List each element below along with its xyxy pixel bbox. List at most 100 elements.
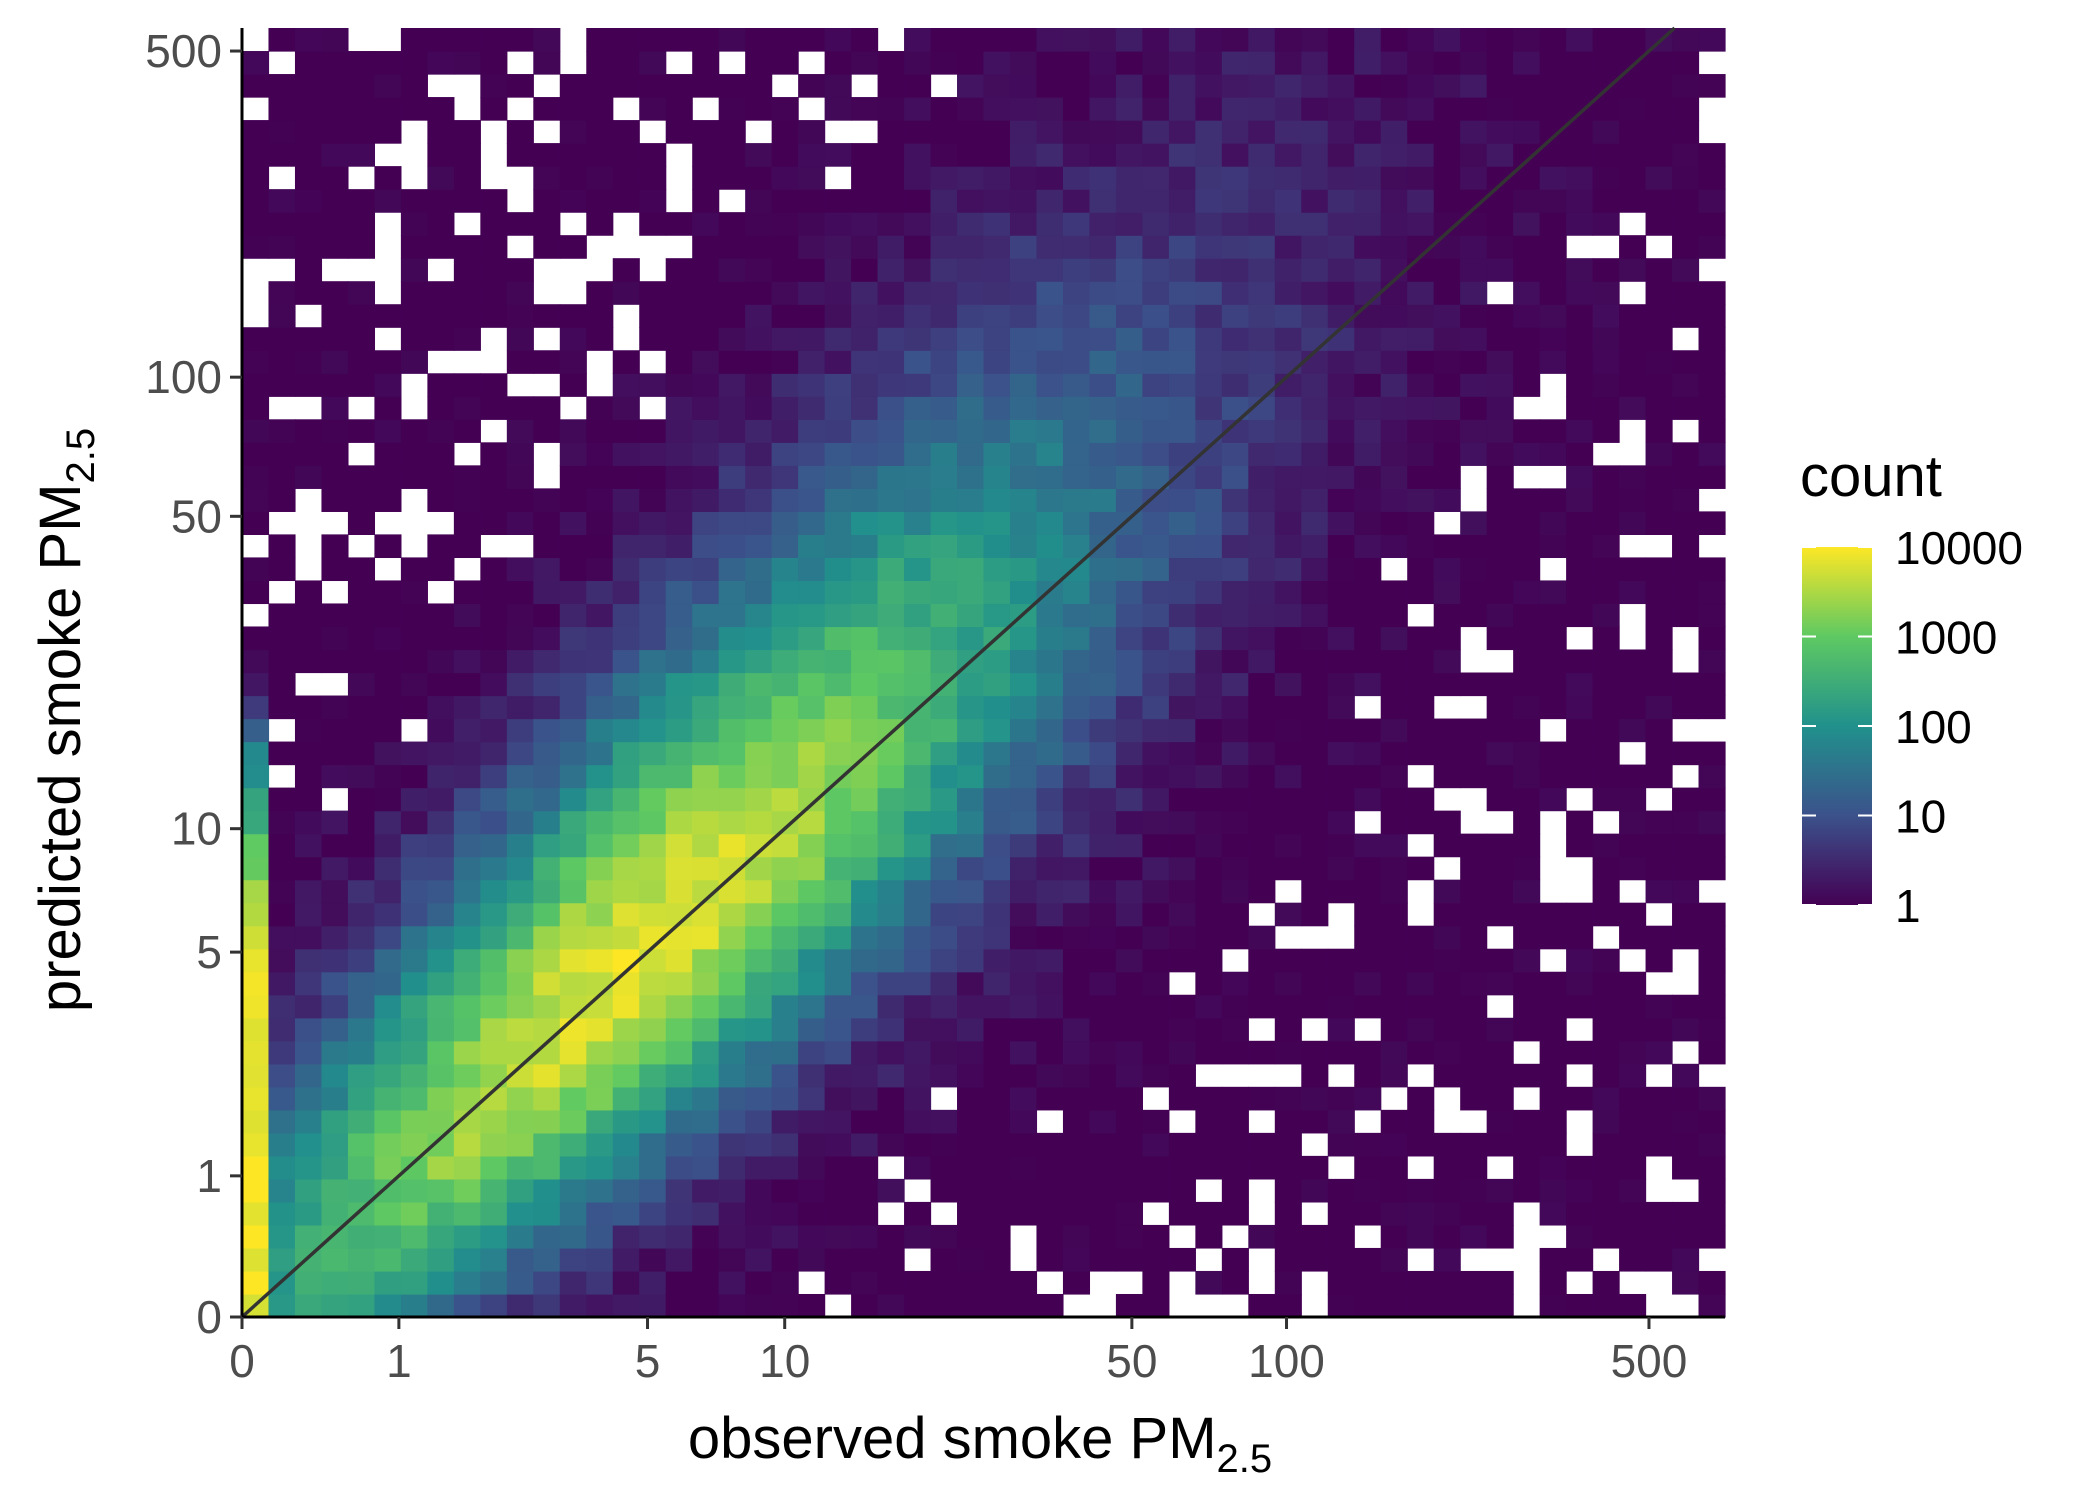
heatmap-cell — [586, 1017, 614, 1042]
heatmap-cell — [798, 1224, 826, 1249]
heatmap-cell — [400, 948, 428, 973]
heatmap-cell — [1168, 626, 1196, 651]
heatmap-cell — [1301, 212, 1329, 236]
heatmap-cell — [480, 28, 508, 52]
heatmap-cell — [1566, 51, 1594, 75]
heatmap-cell — [1566, 902, 1594, 927]
heatmap-cell — [1089, 1017, 1117, 1042]
heatmap-cell — [321, 1109, 349, 1134]
heatmap-cell — [1089, 258, 1117, 282]
heatmap-cell — [904, 28, 932, 52]
heatmap-cell — [1619, 235, 1647, 259]
heatmap-cell — [1327, 718, 1355, 743]
heatmap-cell — [639, 580, 667, 605]
heatmap-cell — [665, 511, 693, 535]
heatmap-cell — [1513, 51, 1541, 75]
heatmap-cell — [1698, 1270, 1726, 1295]
heatmap-cell — [1142, 718, 1170, 743]
heatmap-cell — [983, 189, 1011, 213]
heatmap-cell — [1168, 764, 1196, 789]
heatmap-cell — [877, 120, 905, 144]
heatmap-cell — [1698, 212, 1726, 236]
heatmap-cell — [983, 879, 1011, 904]
heatmap-cell — [586, 212, 614, 236]
heatmap-cell — [665, 925, 693, 950]
heatmap-cell — [851, 97, 879, 121]
heatmap-cell — [851, 1155, 879, 1180]
heatmap-cell — [1036, 28, 1064, 52]
heatmap-cell — [745, 281, 773, 305]
heatmap-cell — [506, 258, 534, 282]
heatmap-cell — [957, 1270, 985, 1295]
heatmap-cell — [1592, 396, 1620, 420]
heatmap-cell — [983, 1178, 1011, 1203]
heatmap-cell — [506, 1247, 534, 1272]
x-axis-title-main: observed smoke PM — [688, 1406, 1217, 1471]
heatmap-cell — [1433, 879, 1461, 904]
heatmap-cell — [1380, 511, 1408, 535]
heatmap-cell — [798, 1063, 826, 1088]
heatmap-cell — [983, 1201, 1011, 1226]
heatmap-cell — [771, 580, 799, 605]
heatmap-cell — [1301, 97, 1329, 121]
heatmap-cell — [904, 879, 932, 904]
heatmap-cell — [639, 1017, 667, 1042]
heatmap-cell — [1619, 1201, 1647, 1226]
heatmap-cell — [1142, 189, 1170, 213]
heatmap-cell — [347, 1293, 376, 1318]
heatmap-cell — [1698, 1132, 1726, 1157]
heatmap-cell — [1433, 1155, 1461, 1180]
heatmap-cell — [242, 1247, 270, 1272]
heatmap-cell — [692, 1224, 720, 1249]
heatmap-cell — [294, 373, 323, 397]
heatmap-cell — [1009, 281, 1038, 305]
heatmap-cell — [427, 1086, 455, 1111]
heatmap-cell — [533, 1132, 561, 1157]
heatmap-cell — [294, 1086, 323, 1111]
heatmap-cell — [745, 189, 773, 213]
heatmap-cell — [1062, 626, 1091, 651]
heatmap-cell — [904, 971, 932, 996]
heatmap-cell — [1248, 994, 1276, 1019]
heatmap-cell — [1433, 235, 1461, 259]
heatmap-cell — [718, 833, 746, 858]
heatmap-cell — [1248, 350, 1276, 374]
heatmap-cell — [1539, 649, 1567, 674]
heatmap-cell — [957, 166, 985, 190]
heatmap-cell — [1354, 1132, 1382, 1157]
heatmap-cell — [242, 327, 270, 351]
heatmap-cell — [427, 143, 455, 167]
heatmap-cell — [1672, 120, 1700, 144]
heatmap-cell — [1142, 1270, 1170, 1295]
heatmap-cell — [506, 833, 534, 858]
heatmap-cell — [1009, 902, 1038, 927]
heatmap-cell — [1142, 1017, 1170, 1042]
heatmap-cell — [294, 97, 323, 121]
heatmap-cell — [453, 166, 481, 190]
heatmap-cell — [586, 97, 614, 121]
heatmap-cell — [1248, 419, 1276, 443]
heatmap-cell — [1036, 1040, 1064, 1065]
heatmap-cell — [612, 465, 640, 489]
heatmap-cell — [957, 189, 985, 213]
heatmap-cell — [400, 603, 428, 628]
heatmap-cell — [851, 948, 879, 973]
heatmap-cell — [242, 143, 270, 167]
heatmap-cell — [559, 465, 587, 489]
heatmap-cell — [1089, 925, 1117, 950]
heatmap-cell — [957, 1293, 985, 1318]
heatmap-cell — [824, 74, 852, 98]
heatmap-cell — [1062, 74, 1091, 98]
heatmap-cell — [242, 925, 270, 950]
heatmap-cell — [1062, 373, 1091, 397]
heatmap-cell — [268, 1155, 296, 1180]
heatmap-cell — [1539, 626, 1567, 651]
heatmap-cell — [1380, 764, 1408, 789]
heatmap-cell — [1407, 557, 1435, 582]
heatmap-cell — [1486, 672, 1514, 697]
heatmap-cell — [480, 258, 508, 282]
heatmap-cell — [321, 718, 349, 743]
heatmap-cell — [1062, 258, 1091, 282]
heatmap-cell — [242, 856, 270, 881]
heatmap-cell — [1036, 120, 1064, 144]
